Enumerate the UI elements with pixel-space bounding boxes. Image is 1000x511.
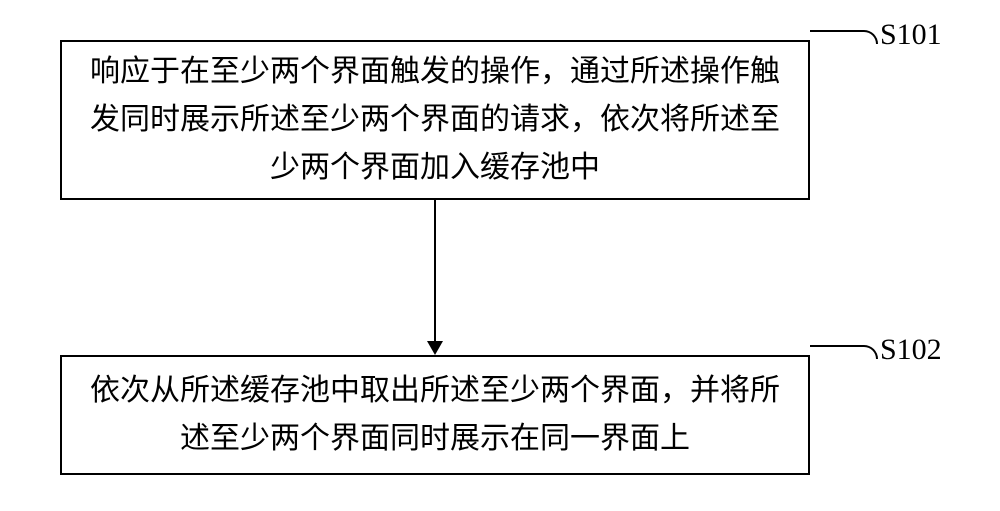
flowchart-arrow-head [427, 341, 443, 355]
label-connector [810, 345, 878, 359]
step-label-s102: S102 [880, 333, 942, 367]
flowchart-node-step1: 响应于在至少两个界面触发的操作，通过所述操作触发同时展示所述至少两个界面的请求，… [60, 40, 810, 200]
flowchart-container: 响应于在至少两个界面触发的操作，通过所述操作触发同时展示所述至少两个界面的请求，… [0, 0, 1000, 511]
label-connector [810, 30, 878, 44]
flowchart-node-text: 响应于在至少两个界面触发的操作，通过所述操作触发同时展示所述至少两个界面的请求，… [86, 48, 784, 192]
flowchart-edge [434, 200, 436, 341]
step-label-s101: S101 [880, 18, 942, 52]
flowchart-node-text: 依次从所述缓存池中取出所述至少两个界面，并将所述至少两个界面同时展示在同一界面上 [86, 367, 784, 463]
flowchart-node-step2: 依次从所述缓存池中取出所述至少两个界面，并将所述至少两个界面同时展示在同一界面上 [60, 355, 810, 475]
